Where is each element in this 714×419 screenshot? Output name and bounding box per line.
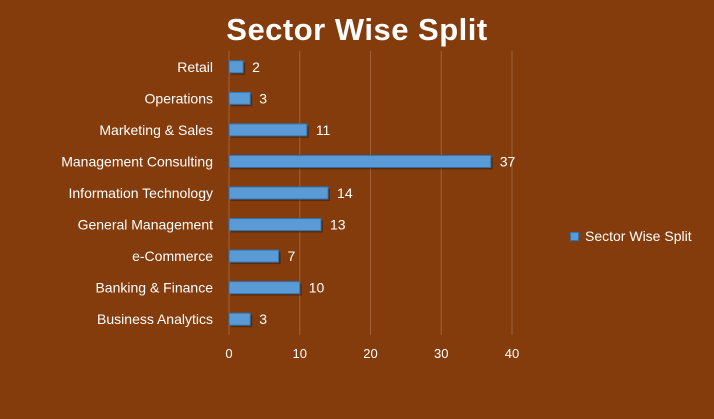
x-tick-label: 20 [363,346,377,361]
category-label: Retail [177,59,213,75]
category-label: Banking & Finance [95,280,213,296]
data-label: 3 [259,311,267,327]
data-label: 14 [337,185,353,201]
chart-title: Sector Wise Split [226,12,488,47]
bar [228,60,244,74]
legend: Sector Wise Split [570,228,692,244]
category-label: e-Commerce [132,248,213,264]
bar [228,249,280,263]
data-label: 10 [309,280,325,296]
data-label: 13 [330,217,346,233]
bar [228,281,301,295]
data-label: 3 [259,90,267,106]
data-label: 37 [500,153,516,169]
bar [228,186,329,200]
x-tick-label: 30 [434,346,448,361]
data-label: 2 [252,59,260,75]
x-tick-label: 40 [505,346,519,361]
category-label: Operations [145,90,213,106]
category-label: Management Consulting [61,153,213,169]
category-label: General Management [78,217,214,233]
legend-swatch [570,231,579,241]
bar [228,154,492,168]
category-label: Business Analytics [97,311,213,327]
bar [228,91,251,105]
data-label: 7 [288,248,296,264]
bar [228,123,308,137]
x-tick-label: 0 [225,346,232,361]
bar [228,218,322,232]
category-label: Marketing & Sales [99,122,213,138]
x-tick-label: 10 [293,346,307,361]
data-label: 11 [316,122,331,138]
category-label: Information Technology [69,185,214,201]
bar [228,312,251,326]
legend-label: Sector Wise Split [585,228,692,244]
